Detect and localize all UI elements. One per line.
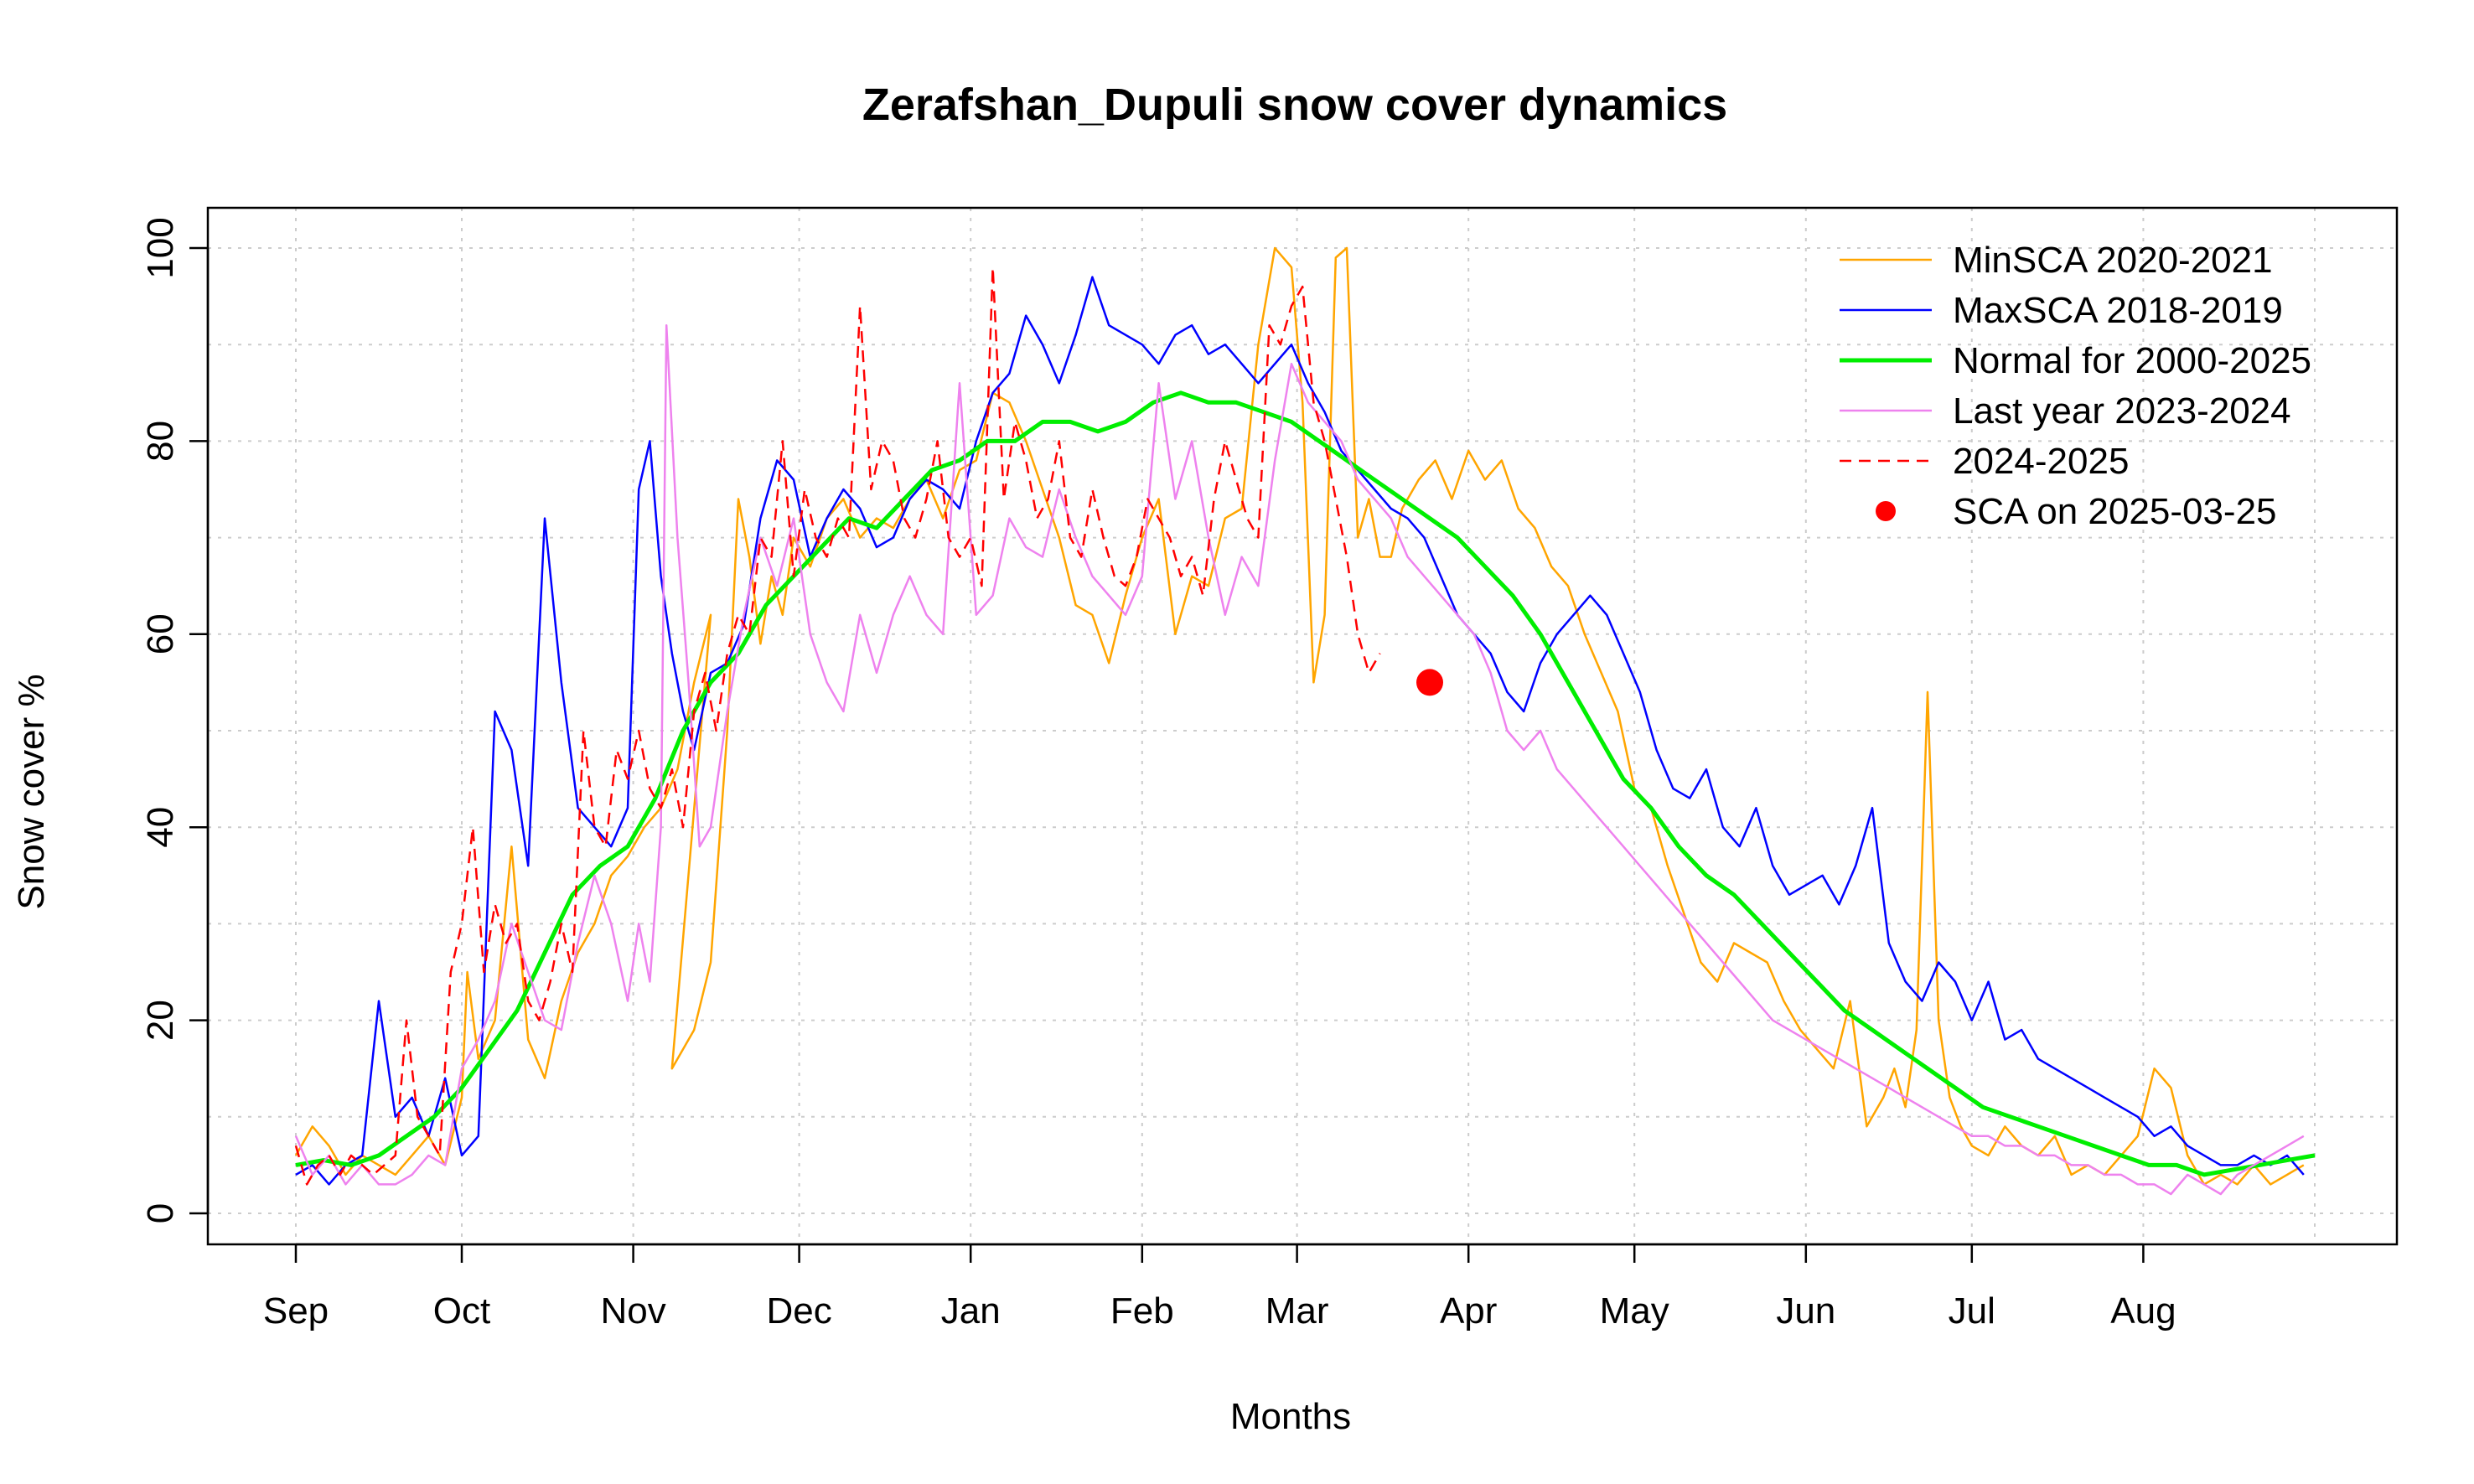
legend-swatch — [1876, 501, 1896, 521]
y-tick-label: 60 — [140, 613, 181, 654]
series-line-2024-2025 — [294, 266, 1381, 1186]
x-tick-label: May — [1600, 1290, 1669, 1331]
x-tick-label: Sep — [263, 1290, 329, 1331]
y-tick-label: 100 — [140, 217, 181, 278]
axes: Sep Oct Nov Dec Jan Feb Mar Apr May Jun Jul Aug 0 20 4… — [140, 217, 2176, 1331]
series-line-minsca-2020-2021 — [294, 246, 2305, 1186]
y-tick-label: 80 — [140, 421, 181, 462]
x-tick-label: Jun — [1776, 1290, 1835, 1331]
y-tick-label: 40 — [140, 807, 181, 848]
x-tick-label: Oct — [433, 1290, 490, 1331]
series-lines — [294, 246, 2316, 1196]
legend-label: MaxSCA 2018-2019 — [1953, 290, 2283, 331]
series-line-normal-for-2000-2025 — [295, 390, 2316, 1177]
x-axis-label: Months — [1230, 1396, 1351, 1437]
x-tick-label: Nov — [600, 1290, 665, 1331]
x-tick-label: Jul — [1949, 1290, 1995, 1331]
legend-label: Last year 2023-2024 — [1953, 390, 2291, 432]
x-tick-label: Aug — [2110, 1290, 2176, 1331]
legend-label: Normal for 2000-2025 — [1953, 340, 2311, 381]
x-tick-label: Mar — [1265, 1290, 1329, 1331]
x-tick-label: Apr — [1440, 1290, 1497, 1331]
highlight-points — [1416, 669, 1443, 696]
legend-label: SCA on 2025-03-25 — [1953, 491, 2277, 532]
y-axis-label: Snow cover % — [11, 674, 52, 909]
chart-title: Zerafshan_Dupuli snow cover dynamics — [862, 80, 1727, 130]
y-tick-label: 20 — [140, 1000, 181, 1041]
x-tick-label: Jan — [941, 1290, 1001, 1331]
sca-point — [1416, 669, 1443, 696]
legend: MinSCA 2020-2021 MaxSCA 2018-2019 Normal f… — [1840, 240, 2311, 532]
legend-label: MinSCA 2020-2021 — [1953, 240, 2273, 281]
grid — [208, 208, 2397, 1244]
x-tick-label: Dec — [766, 1290, 831, 1331]
series-line-last-year-2023-2024 — [294, 323, 2305, 1196]
x-tick-label: Feb — [1110, 1290, 1174, 1331]
legend-label: 2024-2025 — [1953, 441, 2129, 482]
series-line-maxsca-2018-2019 — [295, 276, 2305, 1186]
y-tick-label: 0 — [140, 1203, 181, 1223]
plot-frame — [206, 206, 2399, 1246]
